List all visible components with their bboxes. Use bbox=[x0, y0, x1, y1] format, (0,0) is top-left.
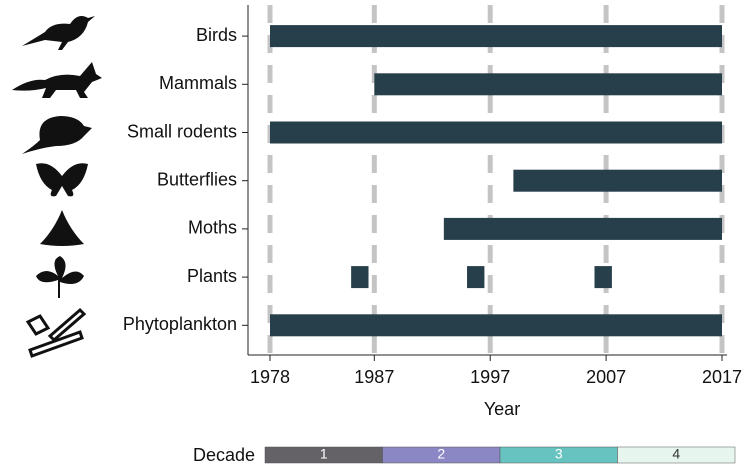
range-bar bbox=[374, 73, 722, 96]
x-tick-label: 1997 bbox=[470, 367, 510, 387]
x-axis-title: Year bbox=[484, 399, 520, 419]
legend-label: 2 bbox=[437, 446, 445, 462]
y-tick-label: Mammals bbox=[159, 73, 237, 93]
butterfly-icon bbox=[36, 163, 88, 197]
y-tick-label: Plants bbox=[187, 266, 237, 286]
y-tick-label: Butterflies bbox=[157, 169, 237, 189]
x-tick-label: 1978 bbox=[250, 367, 290, 387]
range-bar bbox=[351, 266, 369, 289]
range-bar bbox=[270, 314, 722, 337]
x-tick-label: 2017 bbox=[702, 367, 742, 387]
range-bar bbox=[270, 25, 722, 48]
range-bar bbox=[443, 217, 722, 240]
x-tick-label: 2007 bbox=[586, 367, 626, 387]
range-bar bbox=[270, 121, 722, 144]
plant-icon bbox=[36, 256, 84, 298]
legend-label: 3 bbox=[555, 446, 563, 462]
legend-swatch bbox=[617, 446, 736, 464]
legend-title: Decade bbox=[193, 445, 255, 465]
range-bar bbox=[467, 266, 485, 289]
legend-label: 4 bbox=[672, 446, 680, 462]
range-bar bbox=[594, 266, 612, 289]
x-tick-label: 1987 bbox=[354, 367, 394, 387]
bird-icon bbox=[22, 16, 95, 50]
mammal-icon bbox=[12, 62, 102, 98]
moth-icon bbox=[40, 210, 84, 246]
range-bar bbox=[513, 169, 722, 192]
icons bbox=[12, 16, 102, 358]
y-tick-label: Small rodents bbox=[127, 121, 237, 141]
legend-label: 1 bbox=[320, 446, 328, 462]
y-tick-label: Phytoplankton bbox=[123, 314, 237, 334]
phytoplankton-icon bbox=[25, 307, 87, 358]
y-tick-label: Birds bbox=[196, 25, 237, 45]
y-tick-label: Moths bbox=[188, 218, 237, 238]
rodent-icon bbox=[22, 116, 92, 154]
